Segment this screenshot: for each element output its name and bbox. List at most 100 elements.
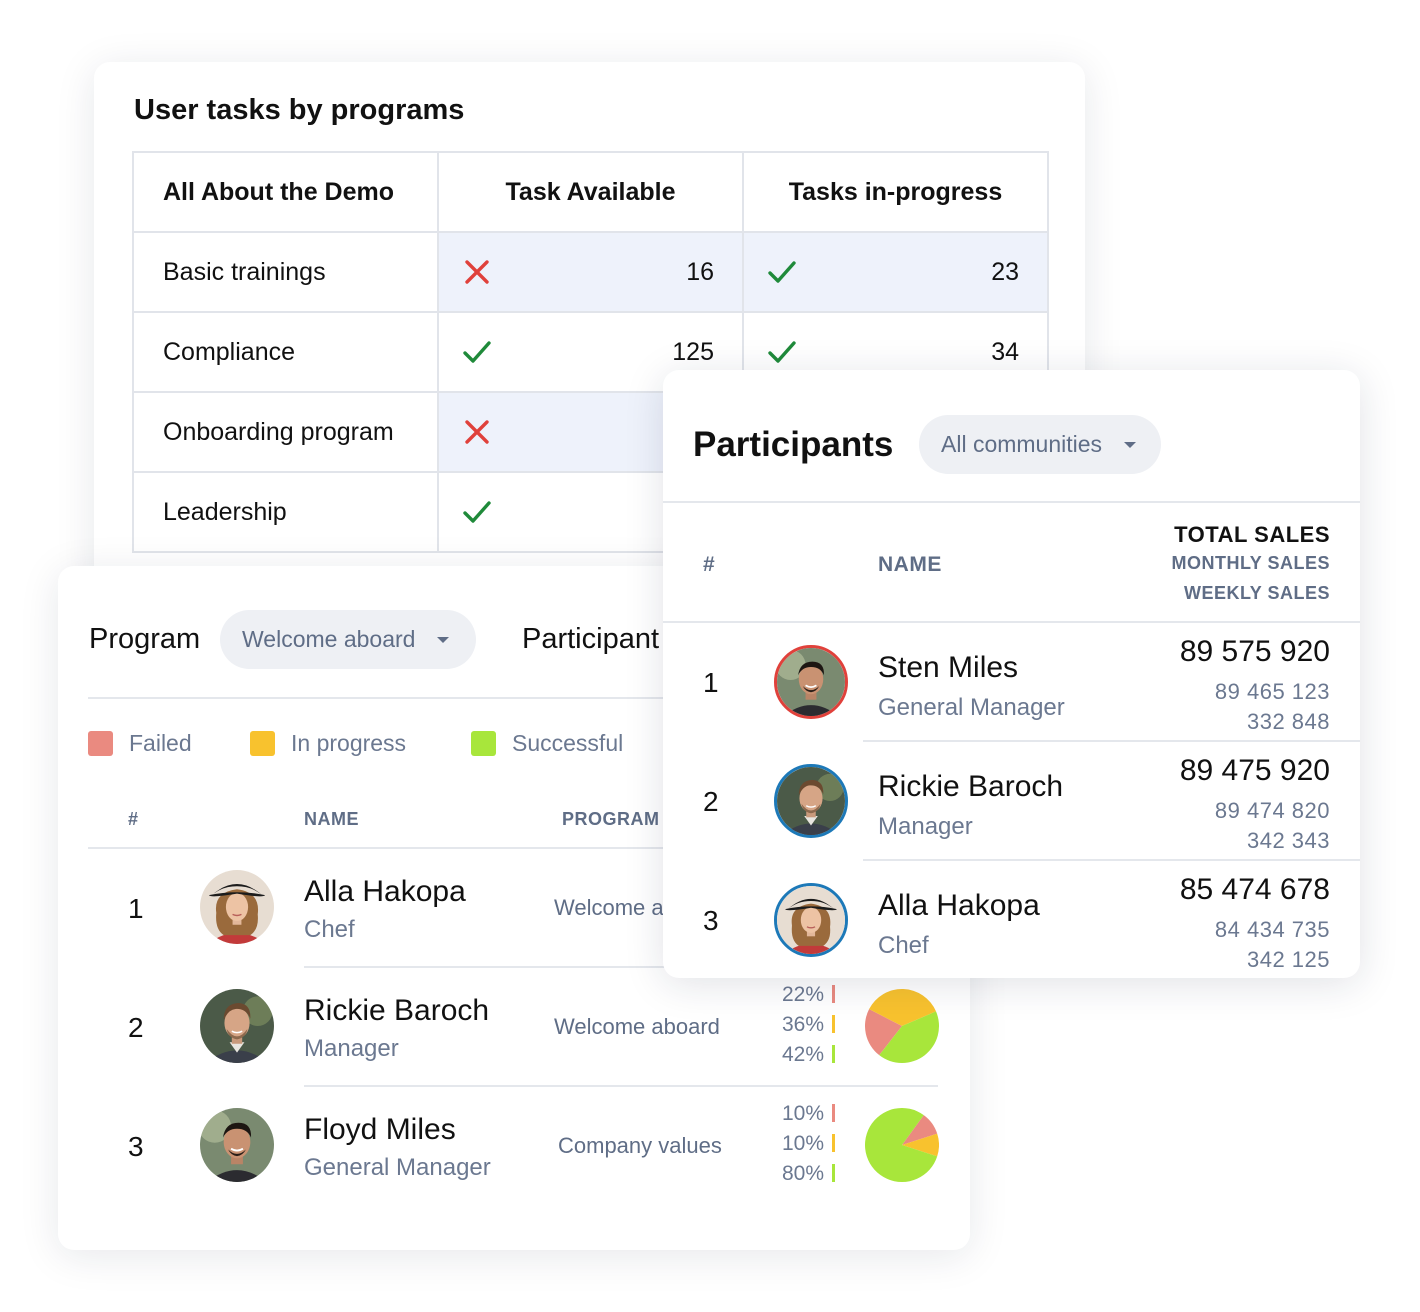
legend-swatch [250, 731, 275, 756]
percent-bar-success [832, 1164, 835, 1182]
column-header-num: # [128, 809, 139, 829]
pie-slice-successful [865, 1108, 938, 1182]
participants-title: Participants [693, 425, 894, 464]
status-pie-chart [865, 1108, 939, 1182]
caret-down-icon [1124, 441, 1137, 448]
percent-bar-failed [832, 985, 835, 1003]
row-number: 2 [703, 786, 719, 817]
participant-role: Chef [878, 932, 929, 959]
participant-name: Sten Miles [878, 651, 1019, 684]
percent-failed: 22% [781, 983, 824, 1006]
legend-label: Successful [512, 730, 624, 756]
table-row[interactable]: 3 Floyd Miles General Manager Company value… [58, 1085, 970, 1205]
program-name: Basic trainings [132, 231, 439, 313]
check-icon [461, 496, 493, 528]
cross-icon [461, 256, 493, 288]
column-header-monthly-sales: MONTHLY SALES [1171, 553, 1330, 573]
row-number: 2 [128, 1012, 144, 1043]
table-header-row: All About the Demo Task Available Tasks … [132, 151, 1049, 233]
check-icon [461, 336, 493, 368]
participant-row[interactable]: 1 Sten Miles General Manager 89 575 920 89 4… [663, 623, 1360, 742]
divider [663, 501, 1360, 503]
percent-bar-failed [832, 1104, 835, 1122]
row-number: 3 [703, 905, 719, 936]
legend-item-in-progress: In progress [250, 730, 406, 757]
program-label: Program [89, 623, 201, 655]
caret-down-icon [437, 636, 450, 643]
program-dropdown-value: Welcome aboard [242, 626, 416, 652]
weekly-sales: 342 125 [1246, 947, 1330, 972]
percent-bar-progress [832, 1134, 835, 1152]
program-dropdown[interactable]: Welcome aboard [220, 610, 476, 669]
avatar [774, 645, 848, 719]
avatar [200, 870, 274, 944]
pie-slice-in-progress [902, 1133, 939, 1157]
participant-row[interactable]: 3 Alla Hakopa Chef 85 474 678 84 434 735 342 … [663, 861, 1360, 978]
column-header-program: All About the Demo [132, 151, 439, 233]
check-icon [766, 256, 798, 288]
row-number: 3 [128, 1131, 144, 1162]
total-sales: 89 475 920 [1179, 754, 1330, 787]
legend-item-successful: Successful [471, 730, 623, 757]
participant-role: General Manager [878, 694, 1065, 721]
task-available-count: 125 [672, 337, 714, 366]
participant-row[interactable]: 2 Rickie Baroch Manager 89 475 920 89 474 82… [663, 742, 1360, 861]
participant-name: Alla Hakopa [304, 875, 466, 908]
avatar [200, 1108, 274, 1182]
participant-role: Manager [878, 813, 973, 840]
pie-slice-in-progress [869, 989, 937, 1026]
participant-role: General Manager [304, 1154, 491, 1181]
monthly-sales: 89 465 123 [1214, 679, 1330, 704]
participant-role: Chef [304, 916, 355, 943]
tasks-in-progress-count: 34 [991, 337, 1019, 366]
legend-label: Failed [129, 730, 192, 756]
program-name: Welcome a [554, 895, 664, 920]
percent-progress: 36% [781, 1013, 824, 1036]
monthly-sales: 84 434 735 [1214, 917, 1330, 942]
participant-name: Rickie Baroch [304, 994, 490, 1027]
status-pie-chart [865, 989, 939, 1063]
program-name: Company values [558, 1133, 722, 1158]
column-header-name: NAME [304, 809, 359, 829]
legend-swatch [88, 731, 113, 756]
column-header-weekly-sales: WEEKLY SALES [1183, 583, 1330, 603]
column-header-num: # [703, 553, 716, 576]
row-divider [863, 859, 1360, 861]
user-tasks-title: User tasks by programs [134, 94, 465, 126]
percent-progress: 10% [781, 1132, 824, 1155]
table-row[interactable]: 1 Alla Hakopa Chef Welcome a [58, 848, 970, 967]
column-header-total-sales: TOTAL SALES [1174, 522, 1330, 547]
avatar [774, 764, 848, 838]
participant-role: Manager [304, 1035, 399, 1062]
divider [663, 621, 1360, 623]
program-name: Welcome aboard [554, 1014, 720, 1039]
column-header-program: PROGRAM [562, 809, 660, 829]
communities-dropdown[interactable]: All communities [919, 415, 1161, 474]
pie-slice-successful [879, 1011, 939, 1063]
avatar [200, 989, 274, 1063]
task-available-cell: 125 [437, 311, 744, 393]
total-sales: 89 575 920 [1179, 635, 1330, 668]
weekly-sales: 332 848 [1246, 709, 1330, 734]
legend-swatch [471, 731, 496, 756]
task-available-count: 16 [686, 257, 714, 286]
participant-name: Rickie Baroch [878, 770, 1064, 803]
table-row[interactable]: 2 Rickie Baroch Manager Welcome aboard 22% 36… [58, 966, 970, 1086]
weekly-sales: 342 343 [1246, 828, 1330, 853]
column-header-name: NAME [878, 553, 942, 576]
program-name: Compliance [132, 311, 439, 393]
cross-icon [461, 416, 493, 448]
column-header-tasks-in-progress: Tasks in-progress [742, 151, 1049, 233]
row-number: 1 [703, 667, 719, 698]
divider [88, 847, 948, 849]
tasks-in-progress-cell: 23 [742, 231, 1049, 313]
percent-bar-success [832, 1045, 835, 1063]
program-name: Onboarding program [132, 391, 439, 473]
legend-label: In progress [291, 730, 407, 756]
program-name: Leadership [132, 471, 439, 553]
divider [88, 697, 948, 699]
avatar [774, 883, 848, 957]
percent-bar-progress [832, 1015, 835, 1033]
row-divider [304, 966, 938, 968]
monthly-sales: 89 474 820 [1214, 798, 1330, 823]
